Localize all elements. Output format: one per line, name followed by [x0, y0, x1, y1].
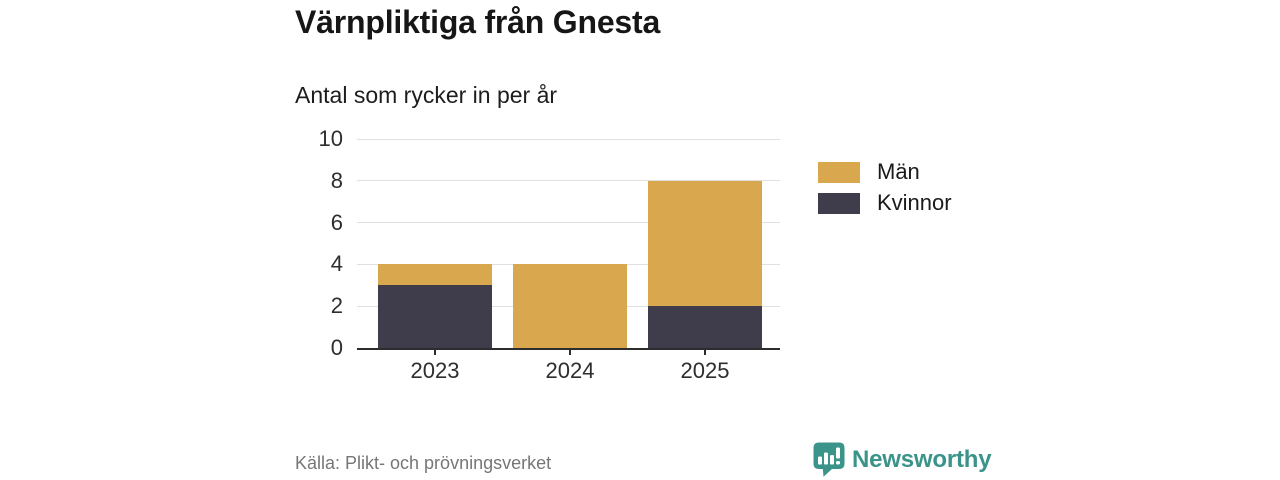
- bar-segment-2023-Män: [378, 264, 492, 286]
- legend-item-Kvinnor: Kvinnor: [818, 192, 952, 214]
- x-tick: [704, 348, 706, 355]
- source-note: Källa: Plikt- och prövningsverket: [295, 453, 552, 473]
- brand-logo: Newsworthy: [813, 442, 992, 477]
- y-tick-label: 2: [330, 293, 343, 319]
- newsworthy-icon: [813, 442, 845, 477]
- legend-item-Män: Män: [818, 161, 952, 183]
- legend-swatch: [818, 192, 860, 214]
- x-tick-label-2024: 2024: [545, 358, 595, 383]
- bar-segment-2025-Kvinnor: [648, 306, 762, 348]
- chart-title: Värnpliktiga från Gnesta: [295, 4, 661, 40]
- y-tick-label: 0: [330, 335, 343, 360]
- legend: Män Kvinnor: [818, 161, 952, 214]
- y-tick-label: 6: [330, 209, 343, 235]
- x-tick: [569, 348, 571, 355]
- bar-segment-2023-Kvinnor: [378, 285, 492, 348]
- chart-subtitle: Antal som rycker in per år: [295, 82, 558, 108]
- legend-label: Män: [877, 159, 920, 184]
- y-tick-label: 8: [330, 167, 343, 193]
- y-tick-label: 4: [330, 251, 343, 277]
- x-tick-label-2025: 2025: [680, 358, 730, 383]
- legend-swatch: [818, 161, 860, 183]
- legend-label: Kvinnor: [877, 190, 952, 215]
- brand-name: Newsworthy: [852, 445, 992, 473]
- plot-area: 0 2 4 6 8 10 2023 2024 2025: [319, 128, 780, 383]
- gridline-y8: [357, 180, 780, 182]
- gridline-y10: [357, 138, 780, 140]
- y-tick-label: 10: [318, 126, 343, 151]
- x-tick: [434, 348, 436, 355]
- bar-segment-2024-Män: [513, 264, 627, 348]
- gridline-y6: [357, 222, 780, 224]
- x-tick-label-2023: 2023: [410, 358, 460, 383]
- bar-segment-2025-Män: [648, 180, 762, 307]
